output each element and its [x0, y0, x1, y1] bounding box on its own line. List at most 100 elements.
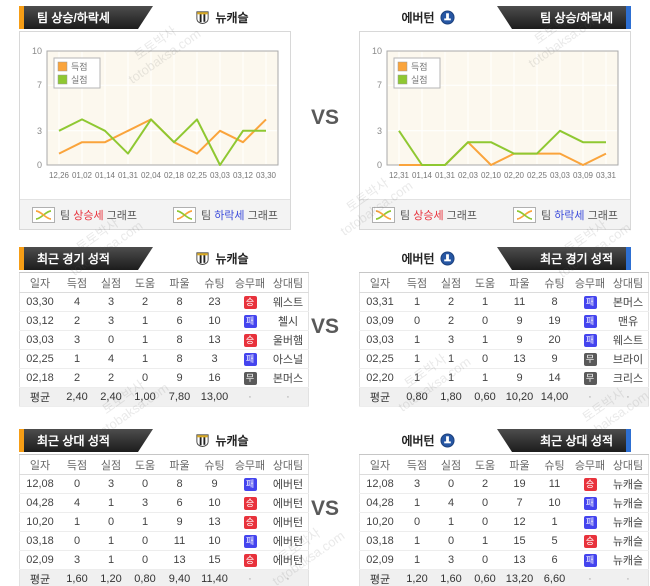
accent-bar [19, 429, 24, 452]
section-title: 팀 상승/하락세 [540, 11, 613, 25]
h2h-panel-right: 에버턴 최근 상대 성적 일자 득점 실점 도움 파울 슈팅 승무패 상대팀 12,08 3 0 2 1… [359, 429, 649, 586]
h2h-table-right: 일자 득점 실점 도움 파울 슈팅 승무패 상대팀 12,08 3 0 2 19 11 승 뉴캐슬 04,28 1… [359, 454, 649, 586]
team-name: 뉴캐슬 [215, 252, 249, 266]
trend-header-right: 에버턴 팀 상승/하락세 [359, 6, 631, 29]
table-row: 02,09 1 3 0 13 6 패 뉴캐슬 [359, 550, 649, 570]
newcastle-logo-icon [196, 11, 210, 24]
table-header-row: 일자 득점 실점 도움 파울 슈팅 승무패 상대팀 [359, 454, 649, 475]
team-name: 에버턴 [401, 11, 435, 25]
svg-text:02,20: 02,20 [504, 171, 525, 180]
svg-text:03,31: 03,31 [596, 171, 617, 180]
column-header: 슈팅 [197, 454, 232, 475]
rise-graph-legend: 팀 상승세 그래프 [32, 206, 137, 223]
svg-text:7: 7 [377, 80, 382, 90]
recent-section: 최근 경기 성적 뉴캐슬 일자 득점 실점 도움 파울 슈팅 승무패 상대팀 03,30 4 3 2 8… [0, 247, 650, 407]
trend-section: 팀 상승/하락세 뉴캐슬 0 3 7 10 12,26 01,02 01,14 01,31 02… [0, 6, 650, 230]
section-title: 최근 상대 성적 [540, 434, 613, 448]
svg-text:12,31: 12,31 [389, 171, 410, 180]
team-label-left: 뉴캐슬 [153, 6, 291, 29]
svg-text:3: 3 [37, 126, 42, 136]
result-badge: 승 [243, 333, 257, 347]
svg-text:03,12: 03,12 [233, 171, 254, 180]
column-header: 득점 [60, 454, 94, 475]
column-header: 상대팀 [268, 454, 309, 475]
average-row: 평균 0,80 1,80 0,60 10,20 14,00 · · [359, 387, 649, 407]
column-header: 상대팀 [608, 454, 649, 475]
result-badge: 패 [583, 553, 597, 567]
section-tab: 팀 상승/하락세 [24, 6, 153, 29]
svg-text:득점: 득점 [411, 61, 428, 72]
result-badge: 무 [243, 371, 257, 385]
svg-text:02,25: 02,25 [187, 171, 208, 180]
column-header: 실점 [94, 272, 128, 293]
h2h-panel-left: 최근 상대 성적 뉴캐슬 일자 득점 실점 도움 파울 슈팅 승무패 상대팀 12,08 0 3 0 8… [19, 429, 309, 586]
h2h-table-left: 일자 득점 실점 도움 파울 슈팅 승무패 상대팀 12,08 0 3 0 8 9 패 에버턴 04,28 4 1 3… [19, 454, 309, 586]
result-badge: 패 [583, 515, 597, 529]
section-title: 최근 경기 성적 [540, 252, 613, 266]
svg-text:01,02: 01,02 [72, 171, 93, 180]
result-badge: 무 [583, 371, 597, 385]
trend-chart-box-left: 0 3 7 10 12,26 01,02 01,14 01,31 02,04 02,18 02,25… [19, 31, 291, 230]
table-row: 03,09 0 2 0 9 19 패 맨유 [359, 311, 649, 331]
column-header: 실점 [434, 272, 468, 293]
table-row: 10,20 0 1 0 12 1 패 뉴캐슬 [359, 512, 649, 532]
table-row: 12,08 3 0 2 19 11 승 뉴캐슬 [359, 474, 649, 494]
result-badge: 패 [243, 352, 257, 366]
section-tab: 최근 상대 성적 [24, 429, 153, 452]
svg-text:02,25: 02,25 [527, 171, 548, 180]
column-header: 슈팅 [537, 454, 572, 475]
team-label-left: 뉴캐슬 [153, 429, 291, 452]
trend-panel-left: 팀 상승/하락세 뉴캐슬 0 3 7 10 12,26 01,02 01,14 01,31 02… [19, 6, 291, 230]
svg-text:3: 3 [377, 126, 382, 136]
svg-text:10: 10 [372, 46, 382, 56]
column-header: 득점 [400, 272, 434, 293]
table-row: 02,09 3 1 0 13 15 승 에버턴 [19, 550, 309, 570]
svg-text:03,30: 03,30 [256, 171, 277, 180]
svg-text:7: 7 [37, 80, 42, 90]
h2h-section: 최근 상대 성적 뉴캐슬 일자 득점 실점 도움 파울 슈팅 승무패 상대팀 12,08 0 3 0 8… [0, 429, 650, 586]
accent-bar [626, 6, 631, 29]
column-header: 승무패 [232, 454, 268, 475]
rise-graph-icon [32, 206, 56, 223]
table-row: 03,18 1 0 1 15 5 승 뉴캐슬 [359, 531, 649, 551]
team-label-right: 에버턴 [359, 6, 497, 29]
team-name: 뉴캐슬 [215, 11, 249, 25]
team-name: 에버턴 [401, 434, 435, 448]
everton-logo-icon [440, 10, 455, 25]
newcastle-logo-icon [196, 434, 210, 447]
table-row: 03,03 1 3 1 9 20 패 웨스트 [359, 330, 649, 350]
svg-text:12,26: 12,26 [49, 171, 70, 180]
fall-graph-icon [173, 206, 196, 223]
column-header: 득점 [60, 272, 94, 293]
team-label-left: 뉴캐슬 [153, 247, 291, 270]
section-tab: 최근 상대 성적 [497, 429, 626, 452]
rise-graph-legend: 팀 상승세 그래프 [372, 206, 477, 223]
trend-chart-left: 0 3 7 10 12,26 01,02 01,14 01,31 02,04 02,18 02,25… [32, 46, 279, 180]
section-tab: 팀 상승/하락세 [497, 6, 626, 29]
section-title: 팀 상승/하락세 [37, 11, 110, 25]
table-row: 03,03 3 0 1 8 13 승 울버햄 [19, 330, 309, 350]
trend-chart-right: 0 3 7 10 12,31 01,14 01,31 02,03 02,10 02,20 02,25… [372, 46, 619, 180]
average-row: 평균 1,20 1,60 0,60 13,20 6,60 · · [359, 569, 649, 586]
column-header: 파울 [162, 272, 197, 293]
table-row: 02,18 2 2 0 9 16 무 본머스 [19, 368, 309, 388]
accent-bar [626, 247, 631, 270]
svg-text:0: 0 [37, 160, 42, 170]
column-header: 승무패 [232, 272, 268, 293]
svg-text:실점: 실점 [411, 74, 428, 85]
svg-text:10: 10 [32, 46, 42, 56]
table-row: 02,25 1 1 0 13 9 무 브라이 [359, 349, 649, 369]
svg-text:03,09: 03,09 [573, 171, 594, 180]
svg-text:실점: 실점 [71, 74, 88, 85]
column-header: 일자 [359, 272, 400, 293]
average-row: 평균 2,40 2,40 1,00 7,80 13,00 · · [19, 387, 309, 407]
column-header: 도움 [128, 272, 162, 293]
svg-text:01,31: 01,31 [118, 171, 139, 180]
svg-text:02,10: 02,10 [481, 171, 502, 180]
team-name: 뉴캐슬 [215, 434, 249, 448]
svg-text:01,14: 01,14 [95, 171, 116, 180]
fall-graph-legend: 팀 하락세 그래프 [173, 206, 278, 223]
svg-text:득점: 득점 [71, 61, 88, 72]
trend-panel-right: 에버턴 팀 상승/하락세 0 3 7 10 12,31 01,14 01,31 02,03 02… [359, 6, 631, 230]
everton-logo-icon [440, 433, 455, 448]
